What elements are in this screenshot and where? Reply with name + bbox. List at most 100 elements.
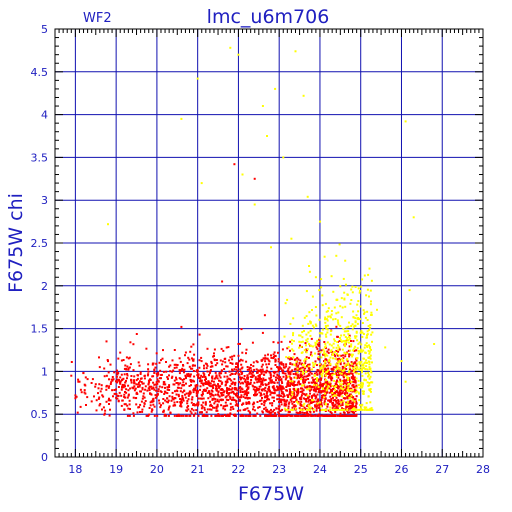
data-point	[360, 360, 363, 363]
data-point	[242, 408, 245, 411]
data-point	[148, 387, 151, 390]
data-point	[173, 366, 176, 369]
data-point	[314, 382, 317, 385]
data-point	[302, 380, 305, 383]
data-point	[246, 380, 249, 383]
data-point	[229, 413, 232, 416]
data-point	[304, 362, 307, 365]
data-point	[98, 366, 101, 369]
data-point	[311, 324, 314, 327]
data-point	[283, 395, 286, 397]
data-point	[165, 414, 168, 417]
data-point	[144, 388, 147, 391]
data-point	[317, 406, 320, 409]
data-point	[234, 366, 237, 368]
data-point	[203, 414, 206, 417]
data-point	[361, 364, 364, 367]
data-point	[365, 408, 368, 411]
data-point	[302, 397, 305, 400]
data-point	[324, 383, 327, 386]
data-point	[341, 395, 344, 398]
data-point	[360, 383, 363, 386]
data-point	[132, 369, 135, 372]
data-point	[319, 351, 322, 354]
data-point	[173, 363, 176, 366]
data-point	[164, 391, 167, 394]
data-point	[180, 117, 183, 120]
data-point	[155, 386, 158, 389]
data-point	[292, 334, 294, 337]
data-point	[335, 374, 338, 377]
data-point	[241, 173, 244, 176]
data-point	[347, 373, 350, 375]
data-point	[312, 414, 315, 417]
data-point	[246, 368, 249, 371]
data-point	[343, 385, 346, 388]
data-point	[284, 302, 287, 305]
data-point	[314, 276, 317, 279]
data-point	[353, 411, 355, 414]
data-point	[331, 354, 334, 357]
data-point	[175, 389, 178, 392]
data-point	[355, 372, 358, 375]
data-point	[188, 385, 191, 387]
data-point	[335, 400, 338, 403]
data-point	[252, 414, 255, 417]
data-point	[203, 413, 205, 416]
data-point	[302, 404, 305, 407]
data-point	[281, 391, 284, 394]
data-point	[376, 308, 378, 311]
data-point	[314, 397, 317, 400]
data-point	[261, 331, 264, 334]
data-point	[329, 414, 331, 417]
data-point	[160, 377, 162, 380]
data-point	[325, 318, 328, 321]
data-point	[214, 398, 217, 401]
data-point	[367, 273, 370, 276]
data-point	[254, 414, 257, 417]
data-point	[300, 368, 303, 371]
data-point	[316, 398, 319, 401]
data-point	[306, 340, 309, 343]
data-point	[355, 377, 358, 380]
data-point	[311, 368, 313, 371]
data-point	[173, 349, 176, 351]
data-point	[273, 372, 276, 375]
data-point	[213, 406, 216, 409]
data-point	[310, 351, 313, 354]
data-point	[238, 360, 241, 363]
data-point	[366, 368, 369, 371]
data-point	[215, 407, 218, 410]
data-point	[244, 381, 247, 384]
data-point	[151, 363, 154, 366]
data-point	[296, 367, 299, 370]
data-point	[123, 403, 126, 406]
data-point	[341, 404, 344, 406]
data-point	[203, 406, 206, 409]
data-point	[347, 403, 350, 406]
data-point	[139, 380, 141, 383]
data-point	[318, 337, 321, 340]
data-point	[353, 388, 356, 391]
data-point	[300, 387, 302, 390]
data-point	[351, 405, 354, 408]
data-point	[150, 400, 153, 403]
data-point	[260, 369, 262, 372]
data-point	[363, 390, 365, 393]
data-point	[302, 381, 305, 384]
data-point	[210, 393, 213, 396]
data-point	[171, 370, 174, 373]
data-point	[311, 345, 314, 348]
data-point	[412, 216, 415, 219]
data-point	[329, 333, 332, 336]
data-point	[159, 369, 162, 372]
data-point	[162, 402, 165, 405]
data-point	[151, 408, 154, 411]
data-point	[287, 383, 290, 386]
data-point	[158, 361, 161, 364]
data-point	[79, 388, 82, 391]
data-point	[265, 414, 268, 417]
data-point	[306, 394, 309, 397]
data-point	[187, 372, 190, 375]
data-point	[143, 405, 146, 408]
